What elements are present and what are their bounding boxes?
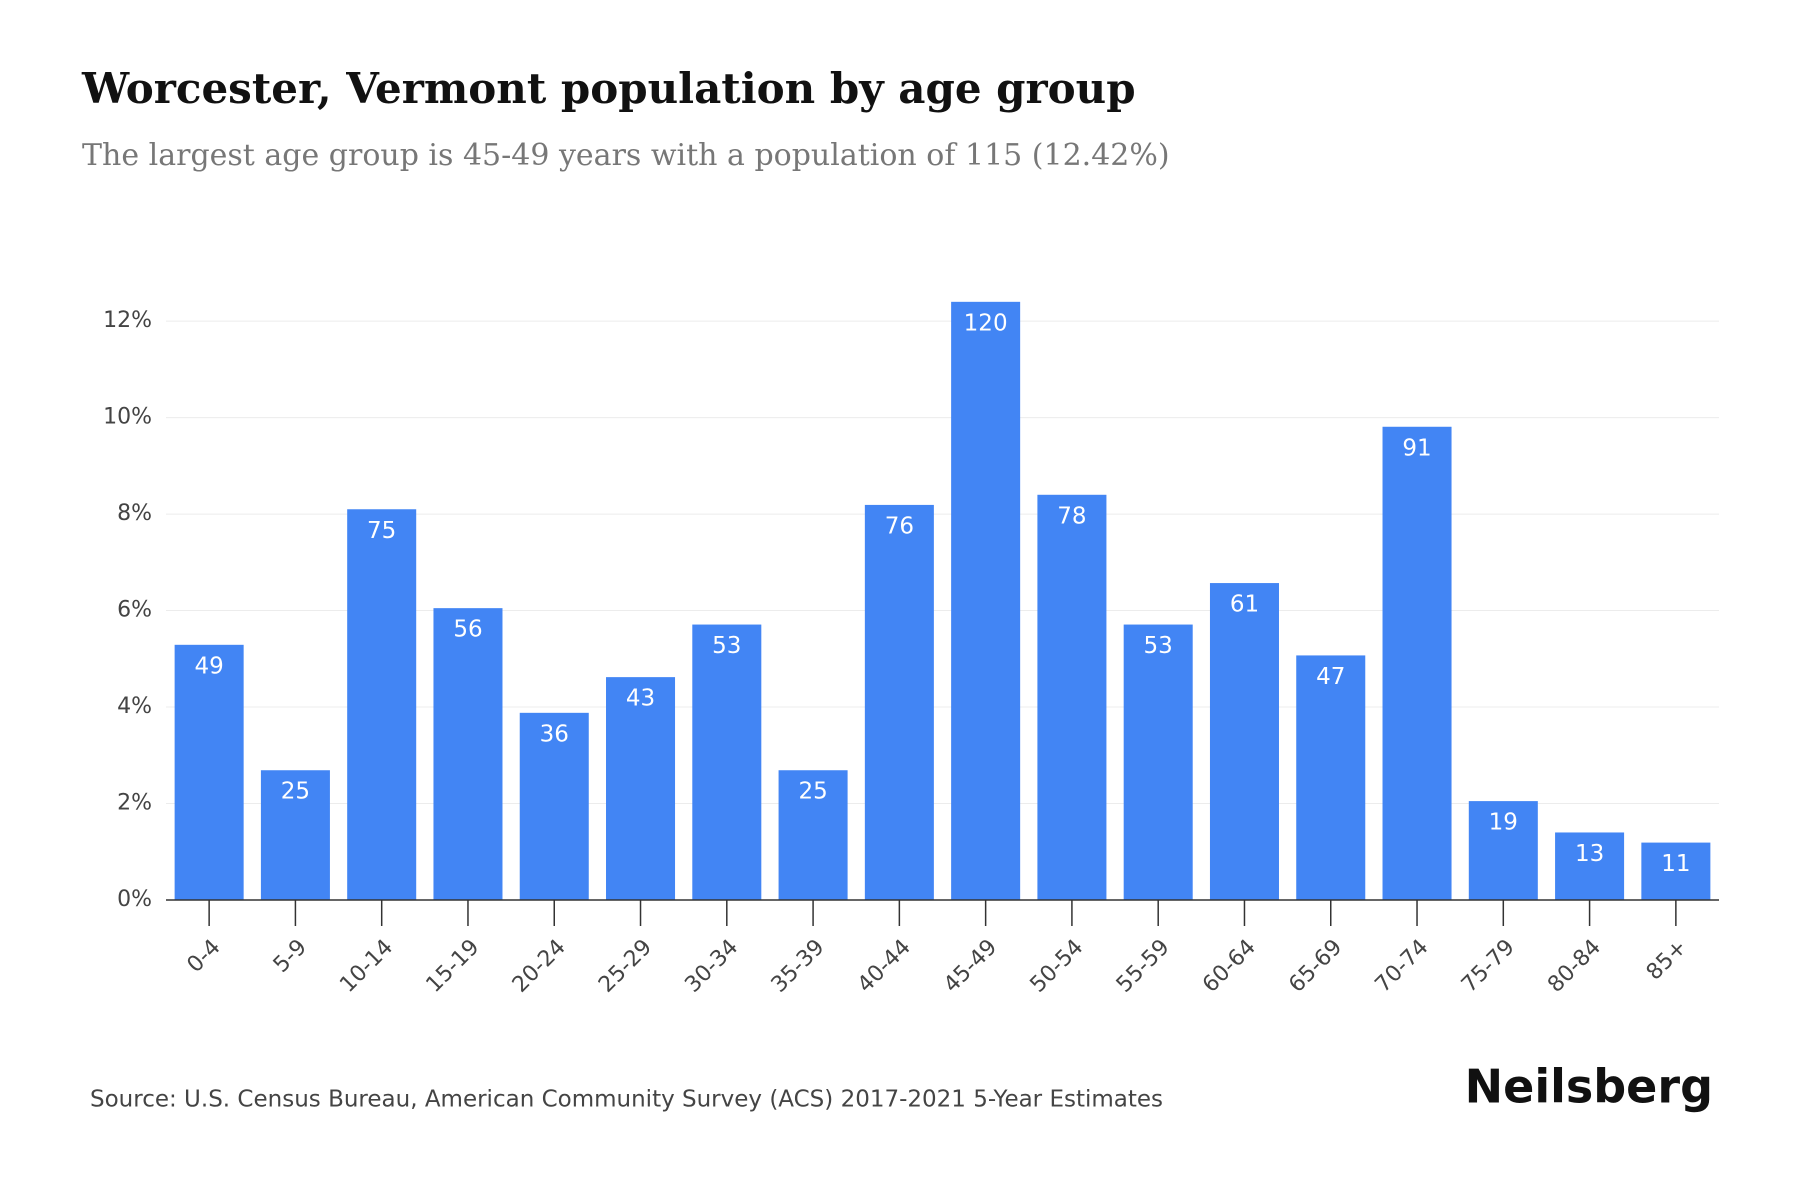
data-label: 75 [367, 518, 396, 544]
data-label: 53 [712, 633, 741, 659]
data-label: 13 [1575, 841, 1604, 867]
x-tick-label: 55-59 [1112, 935, 1175, 998]
x-tick-label: 75-79 [1457, 935, 1520, 998]
x-tick-label: 0-4 [183, 935, 226, 978]
bar [519, 712, 589, 900]
x-tick-label: 35-39 [767, 935, 830, 998]
bar [864, 504, 934, 900]
chart-subtitle: The largest age group is 45-49 years wit… [82, 138, 1170, 173]
bar [433, 608, 503, 900]
x-tick-label: 70-74 [1371, 935, 1434, 998]
x-tick-label: 5-9 [269, 935, 312, 978]
bar [778, 770, 848, 900]
y-tick-label: 0% [117, 887, 152, 912]
bar [174, 644, 244, 900]
bar [1555, 832, 1625, 900]
x-tick-label: 40-44 [853, 935, 916, 998]
x-tick-label: 20-24 [508, 935, 571, 998]
bar [1037, 494, 1107, 900]
data-label: 53 [1144, 633, 1173, 659]
y-tick-label: 12% [103, 308, 152, 333]
data-label: 47 [1316, 664, 1345, 690]
y-tick-label: 8% [117, 501, 152, 526]
bar [951, 301, 1021, 901]
x-tick-label: 50-54 [1026, 935, 1089, 998]
bar [1468, 801, 1538, 900]
bar [1123, 624, 1193, 900]
data-label: 56 [453, 617, 482, 643]
data-label: 120 [964, 310, 1008, 336]
bar [1209, 583, 1279, 900]
data-label: 76 [885, 513, 914, 539]
x-tick-label: 85+ [1642, 935, 1693, 986]
data-label: 91 [1402, 435, 1431, 461]
data-label: 19 [1489, 810, 1518, 836]
data-label: 36 [540, 721, 569, 747]
data-label: 43 [626, 686, 655, 712]
bar [606, 677, 676, 900]
x-tick-label: 60-64 [1198, 935, 1261, 998]
brand-logo: Neilsberg [1465, 1060, 1713, 1114]
bar [1641, 842, 1711, 900]
bar [1296, 655, 1366, 900]
x-tick-label: 80-84 [1543, 935, 1606, 998]
bar [1382, 426, 1452, 900]
bar [260, 770, 330, 900]
x-tick-label: 30-34 [680, 935, 743, 998]
bar [692, 624, 762, 900]
x-tick-label: 65-69 [1284, 935, 1347, 998]
x-tick-label: 25-29 [594, 935, 657, 998]
data-label: 49 [194, 653, 223, 679]
data-label: 25 [281, 779, 310, 805]
chart-title: Worcester, Vermont population by age gro… [81, 64, 1136, 113]
data-label: 78 [1057, 503, 1086, 529]
y-tick-label: 2% [117, 791, 152, 816]
y-tick-label: 4% [117, 694, 152, 719]
x-tick-label: 10-14 [335, 935, 398, 998]
data-label: 61 [1230, 592, 1259, 618]
data-label: 11 [1661, 851, 1690, 877]
data-label: 25 [798, 779, 827, 805]
bar [347, 509, 417, 900]
y-tick-label: 10% [103, 405, 152, 430]
y-tick-label: 6% [117, 598, 152, 623]
x-tick-label: 45-49 [939, 935, 1002, 998]
x-tick-label: 15-19 [422, 935, 485, 998]
source: Source: U.S. Census Bureau, American Com… [90, 1087, 1163, 1113]
